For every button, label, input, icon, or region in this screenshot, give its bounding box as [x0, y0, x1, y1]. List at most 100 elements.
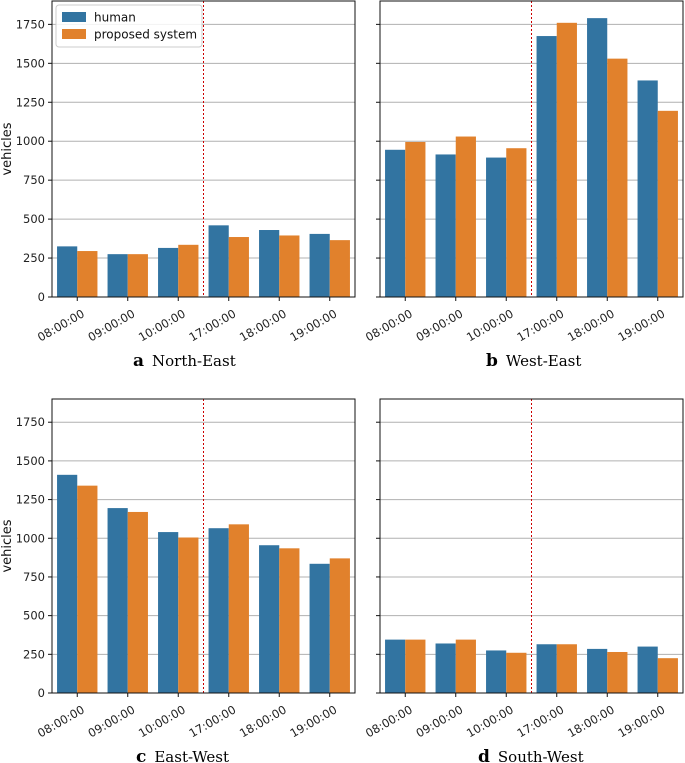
caption-letter-b: b: [486, 351, 498, 371]
xtick-label-d-5: 19:00:00: [616, 702, 668, 740]
xtick-label-b-5: 19:00:00: [616, 306, 668, 344]
bar-b-proposed-18:00:00: [607, 58, 628, 297]
bar-d-proposed-18:00:00: [607, 651, 628, 693]
xtick-label-a-3: 17:00:00: [187, 306, 239, 344]
xtick-label-d-1: 09:00:00: [414, 702, 466, 740]
xtick-label-b-2: 10:00:00: [464, 306, 516, 344]
caption-d: d South-West: [478, 747, 584, 763]
xtick-label-a-0: 08:00:00: [35, 306, 87, 344]
bar-d-proposed-19:00:00: [657, 658, 678, 693]
bar-c-proposed-17:00:00: [228, 524, 249, 693]
legend-label-human: human: [94, 11, 136, 25]
bar-a-human-19:00:00: [309, 233, 330, 297]
xtick-label-d-0: 08:00:00: [363, 702, 415, 740]
ytick-label-a-0: 0: [38, 290, 45, 304]
caption-text-c: East-West: [154, 748, 229, 763]
xtick-label-c-5: 19:00:00: [288, 702, 340, 740]
bar-a-human-08:00:00: [57, 246, 78, 297]
bar-a-proposed-18:00:00: [279, 235, 300, 297]
xtick-label-b-4: 18:00:00: [565, 306, 617, 344]
xtick-label-d-4: 18:00:00: [565, 702, 617, 740]
bar-d-human-09:00:00: [435, 643, 456, 693]
bar-b-human-19:00:00: [637, 80, 658, 297]
caption-letter-c: c: [136, 747, 146, 763]
caption-text-d: South-West: [498, 748, 584, 763]
ytick-label-c-1: 250: [23, 647, 45, 661]
bar-a-human-10:00:00: [158, 247, 179, 297]
caption-letter-a: a: [133, 351, 144, 371]
bar-a-human-09:00:00: [107, 254, 128, 297]
bar-d-human-08:00:00: [385, 639, 406, 693]
xtick-label-d-3: 17:00:00: [515, 702, 567, 740]
bar-a-proposed-17:00:00: [228, 237, 249, 297]
xtick-label-c-4: 18:00:00: [237, 702, 289, 740]
ytick-label-a-7: 1750: [16, 17, 45, 31]
axes-frame-c: [51, 398, 356, 694]
xtick-label-a-2: 10:00:00: [136, 306, 188, 344]
ytick-label-c-6: 1500: [16, 454, 45, 468]
bar-d-human-19:00:00: [637, 646, 658, 693]
bar-c-human-19:00:00: [309, 563, 330, 693]
caption-c: c East-West: [136, 747, 229, 763]
bar-b-proposed-08:00:00: [405, 141, 426, 297]
caption-text-b: West-East: [506, 352, 581, 370]
bar-d-human-18:00:00: [587, 648, 608, 693]
bar-c-human-09:00:00: [107, 508, 128, 693]
ylabel-c: vehicles: [0, 519, 15, 572]
xtick-label-c-1: 09:00:00: [86, 702, 138, 740]
bar-c-proposed-19:00:00: [329, 558, 350, 693]
bar-a-proposed-09:00:00: [127, 254, 148, 297]
axes-frame-b: [379, 0, 684, 298]
bar-a-proposed-08:00:00: [77, 251, 98, 297]
bar-b-human-10:00:00: [486, 157, 507, 297]
xtick-label-c-3: 17:00:00: [187, 702, 239, 740]
bar-d-proposed-10:00:00: [506, 652, 527, 693]
bar-c-proposed-08:00:00: [77, 485, 98, 693]
caption-text-a: North-East: [152, 352, 236, 370]
xtick-label-a-1: 09:00:00: [86, 306, 138, 344]
legend-swatch-proposed: [62, 29, 86, 39]
bar-c-human-10:00:00: [158, 532, 179, 693]
ytick-label-c-0: 0: [38, 686, 45, 700]
xtick-label-a-5: 19:00:00: [288, 306, 340, 344]
bar-b-human-08:00:00: [385, 149, 406, 297]
caption-b: b West-East: [486, 351, 581, 371]
xtick-label-c-0: 08:00:00: [35, 702, 87, 740]
bar-a-proposed-10:00:00: [178, 244, 199, 297]
bar-d-human-17:00:00: [536, 644, 557, 693]
bar-d-proposed-17:00:00: [556, 644, 577, 693]
xtick-label-c-2: 10:00:00: [136, 702, 188, 740]
xtick-label-b-0: 08:00:00: [363, 306, 415, 344]
bar-c-proposed-18:00:00: [279, 548, 300, 693]
bar-a-human-18:00:00: [259, 230, 280, 297]
caption-a: a North-East: [133, 351, 236, 371]
xtick-label-b-1: 09:00:00: [414, 306, 466, 344]
ytick-label-c-4: 1000: [16, 531, 45, 545]
bar-b-proposed-10:00:00: [506, 148, 527, 297]
ytick-label-a-3: 750: [23, 173, 45, 187]
bar-b-proposed-19:00:00: [657, 110, 678, 298]
ytick-label-a-4: 1000: [16, 134, 45, 148]
bar-a-proposed-19:00:00: [329, 240, 350, 297]
ytick-label-a-6: 1500: [16, 56, 45, 70]
bar-b-human-09:00:00: [435, 154, 456, 297]
bar-d-proposed-09:00:00: [455, 639, 476, 693]
ytick-label-a-1: 250: [23, 251, 45, 265]
ytick-label-c-5: 1250: [16, 493, 45, 507]
ytick-label-c-2: 500: [23, 609, 45, 623]
bar-c-proposed-10:00:00: [178, 537, 199, 693]
bar-c-human-18:00:00: [259, 545, 280, 693]
legend-label-proposed: proposed system: [94, 28, 197, 42]
bar-b-proposed-17:00:00: [556, 22, 577, 298]
bar-c-proposed-09:00:00: [127, 511, 148, 693]
bar-d-human-10:00:00: [486, 650, 507, 693]
xtick-label-b-3: 17:00:00: [515, 306, 567, 344]
legend-box: [55, 4, 203, 48]
ytick-label-a-5: 1250: [16, 95, 45, 109]
xtick-label-a-4: 18:00:00: [237, 306, 289, 344]
ylabel-a: vehicles: [0, 122, 15, 175]
caption-letter-d: d: [478, 747, 490, 763]
bar-c-human-08:00:00: [57, 474, 78, 693]
bar-b-human-18:00:00: [587, 18, 608, 298]
